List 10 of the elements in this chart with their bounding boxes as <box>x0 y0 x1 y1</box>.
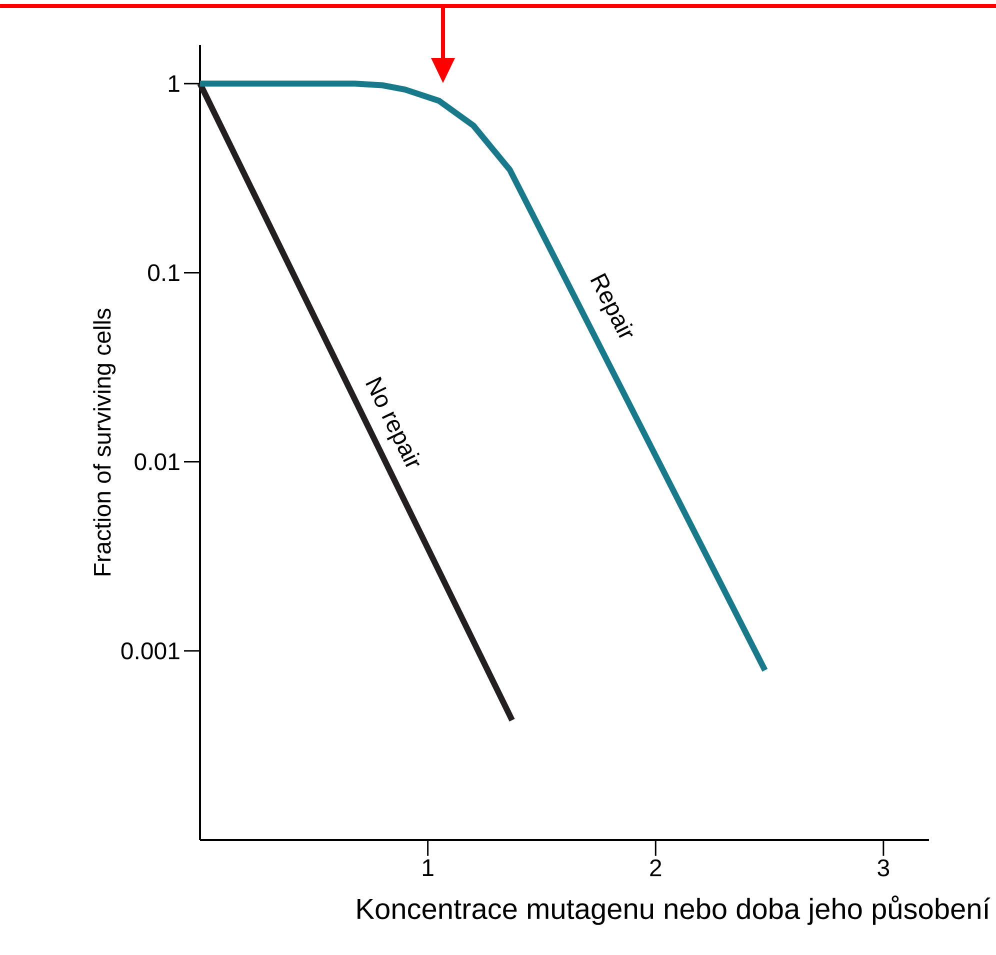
x-tick-label: 2 <box>650 859 662 876</box>
y-tick-label: 0.001 <box>121 642 180 660</box>
y-tick-label: 1 <box>168 75 180 92</box>
y-axis-title: Fraction of surviving cells <box>93 308 116 576</box>
y-tick-label: 0.01 <box>134 453 180 470</box>
text: No repair <box>366 376 420 467</box>
y-tick-label: 0.1 <box>148 264 180 282</box>
x-tick-label: 1 <box>422 859 434 876</box>
x-axis-title: Koncentrace mutagenu nebo doba jeho působení <box>358 896 990 925</box>
x-tick-label: 3 <box>878 859 890 876</box>
